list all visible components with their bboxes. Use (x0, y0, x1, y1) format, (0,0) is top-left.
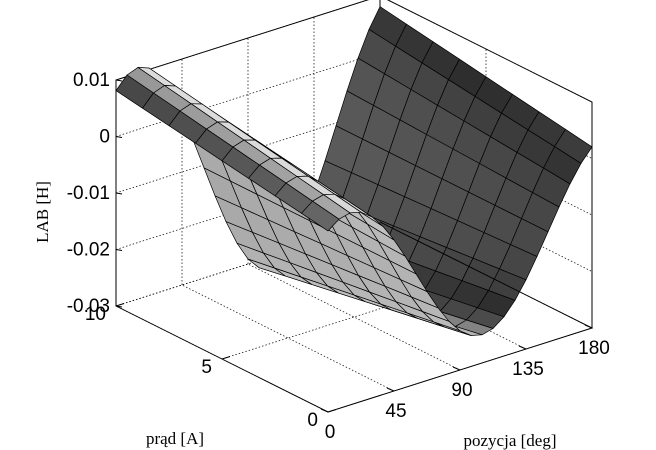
x-tick-label: 180 (578, 338, 610, 359)
surface-plot (116, 7, 592, 336)
z-tick-label: 0.01 (73, 70, 110, 91)
x-tick-label: 45 (385, 401, 406, 422)
y-tick-label: 5 (201, 357, 212, 378)
z-tick-label: -0.01 (67, 183, 110, 204)
x-tick-label: 90 (451, 380, 472, 401)
y-axis-label: prąd [A] (146, 429, 204, 448)
y-tick-label: 0 (307, 410, 318, 431)
y-tick-label: 10 (85, 304, 106, 325)
x-tick-label: 0 (325, 422, 336, 443)
z-tick-label: 0 (99, 127, 110, 148)
z-tick-label: -0.02 (67, 240, 110, 261)
x-tick-label: 135 (512, 359, 544, 380)
x-axis-label: pozycja [deg] (464, 431, 557, 450)
z-axis-label: LAB [H] (33, 181, 52, 243)
